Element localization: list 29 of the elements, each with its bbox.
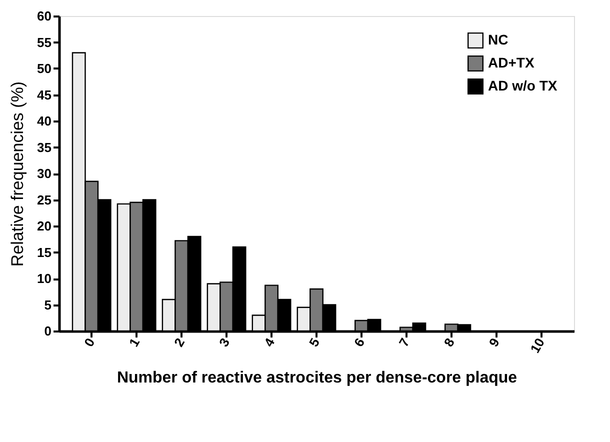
x-tick-label: 2: [171, 336, 188, 350]
y-tick-label: 15: [37, 244, 52, 260]
y-tick-label: 30: [37, 166, 52, 181]
y-tick-label: 35: [37, 140, 52, 155]
legend-label: AD+TX: [488, 54, 535, 70]
x-axis-title: Number of reactive astrocites per dense-core plaque: [116, 370, 518, 387]
x-tick-label: 6: [350, 336, 368, 350]
y-tick-label: 5: [44, 297, 52, 312]
legend-label: AD w/o TX: [488, 78, 558, 94]
y-tick-label: 40: [37, 114, 52, 128]
y-tick-label: 0: [44, 324, 52, 338]
y-tick-label: 60: [37, 8, 52, 24]
y-tick-label: 20: [37, 218, 52, 234]
x-tick-label: 10: [527, 336, 548, 356]
y-tick-label: 55: [37, 34, 52, 50]
x-tick-label: 4: [260, 334, 278, 350]
x-tick-label: 8: [440, 336, 458, 350]
x-tick-label: 9: [486, 336, 502, 350]
x-tick-label: 7: [396, 336, 413, 350]
y-tick-label: 45: [37, 87, 52, 102]
y-axis-title: Relative frequencies (%): [8, 81, 28, 267]
x-tick-label: 1: [126, 336, 143, 350]
y-tick-label: 50: [37, 61, 52, 76]
x-tick-label: 3: [216, 336, 233, 350]
x-tick-label: 5: [306, 336, 323, 350]
y-tick-label: 10: [37, 271, 52, 286]
legend-label: NC: [488, 32, 508, 48]
x-tick-label: 0: [81, 336, 98, 350]
y-tick-label: 25: [37, 192, 52, 208]
